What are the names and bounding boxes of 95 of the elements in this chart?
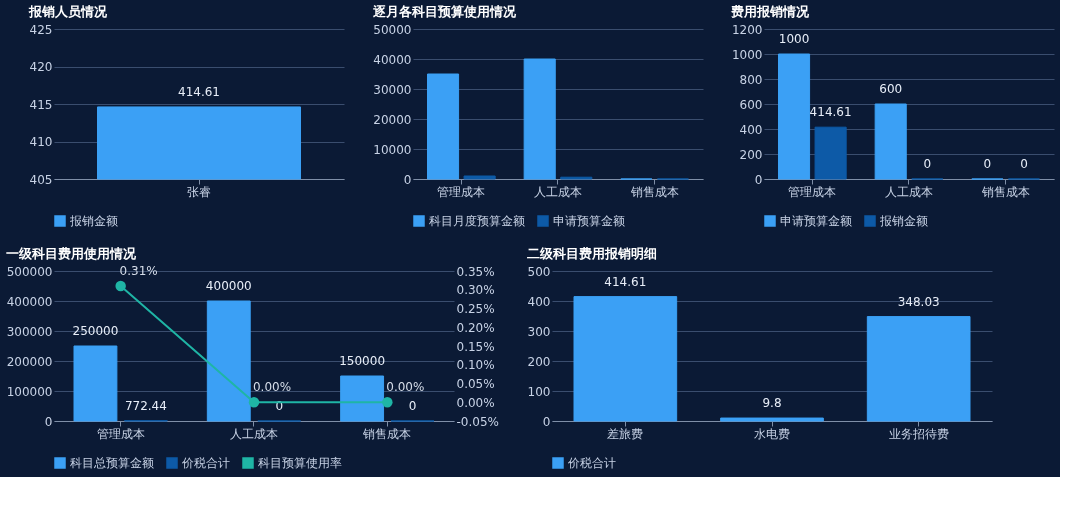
bar [463, 175, 496, 180]
bar [814, 126, 847, 180]
x-tick-label: 人工成本 [885, 184, 933, 199]
x-tick-label: 管理成本 [96, 426, 145, 441]
y-tick-label: 420 [29, 60, 53, 74]
legend-label: 价税合计 [567, 456, 616, 470]
y2-tick-label: 0.10% [456, 358, 495, 373]
y-tick-label: 405 [29, 172, 53, 187]
y-tick-label: 100 [527, 384, 551, 399]
y2-tick-label: 0.05% [456, 377, 495, 391]
y-tick-label: 415 [29, 97, 53, 112]
x-tick-label: 管理成本 [788, 184, 837, 199]
y-tick-label: 500000 [6, 264, 53, 279]
y-tick-label: 20000 [373, 112, 412, 127]
y-tick-label: 40000 [373, 52, 412, 67]
data-label: 772.44 [124, 398, 167, 413]
bar [573, 296, 678, 422]
x-tick-label: 人工成本 [230, 426, 278, 441]
chart-title: 逐月各科目预算使用情况 [371, 4, 517, 19]
chart-title: 二级科目费用报销明细 [527, 246, 658, 261]
y-tick-label: 425 [29, 22, 53, 37]
legend-label: 报销金额 [879, 214, 928, 228]
data-label: 150000 [339, 354, 386, 368]
legend-label: 科目总预算金额 [70, 456, 154, 470]
x-tick-label: 人工成本 [534, 184, 582, 199]
bar [778, 53, 811, 180]
data-label: 414.61 [604, 274, 647, 289]
bar [73, 345, 118, 422]
y-tick-label: 1000 [731, 47, 763, 62]
data-label: 0 [1020, 157, 1028, 171]
x-tick-label: 水电费 [754, 426, 790, 441]
y2-tick-label: 0.15% [456, 339, 495, 354]
y2-tick-label: 0.35% [456, 264, 495, 279]
data-label: 0.00% [386, 380, 425, 395]
x-tick-label: 差旅费 [607, 426, 644, 441]
legend-label: 报销金额 [69, 214, 118, 228]
legend-label: 科目月度预算金额 [429, 214, 525, 228]
x-tick-label: 业务招待费 [888, 426, 949, 441]
y-tick-label: 0 [44, 414, 53, 429]
chart-title: 费用报销情况 [730, 4, 811, 19]
data-label: 0.31% [119, 264, 158, 278]
x-tick-label: 销售成本 [362, 426, 412, 441]
y-tick-label: 100000 [6, 384, 53, 399]
y-tick-label: 800 [739, 72, 763, 87]
legend-label: 申请预算金额 [553, 214, 625, 228]
bar [206, 300, 251, 422]
chart-title: 报销人员情况 [28, 4, 109, 19]
y2-tick-label: 0.00% [456, 395, 495, 410]
y-tick-label: 400000 [6, 294, 53, 309]
y2-tick-label: 0.20% [456, 320, 495, 335]
legend-label: 申请预算金额 [780, 214, 852, 228]
legend-label: 科目预算使用率 [258, 456, 342, 470]
bar [523, 58, 556, 180]
data-label: 414.61 [178, 84, 220, 99]
bar [866, 316, 971, 422]
y-tick-label: 0 [403, 172, 412, 187]
chart-title: 一级科目费用使用情况 [6, 246, 138, 261]
data-label: 600 [879, 82, 903, 96]
legend-label: 价税合计 [181, 456, 230, 470]
y2-tick-label: 0.30% [456, 283, 495, 298]
y-tick-label: 200 [527, 354, 551, 369]
bar [427, 73, 460, 180]
y-tick-label: 400 [527, 294, 551, 309]
y-tick-label: 30000 [373, 82, 412, 97]
y-tick-label: 200 [739, 147, 763, 162]
data-label: 400000 [205, 279, 252, 293]
y-tick-label: 410 [29, 135, 53, 149]
y-tick-label: 400 [739, 122, 763, 137]
y-tick-label: 10000 [373, 142, 412, 157]
x-tick-label: 销售成本 [980, 184, 1030, 199]
y-tick-label: 0 [542, 414, 551, 429]
y-tick-label: 0 [754, 172, 763, 187]
y2-tick-label: -0.05% [456, 414, 499, 429]
y-tick-label: 300000 [6, 324, 53, 339]
data-label: 9.8 [762, 396, 782, 411]
bar [874, 103, 907, 180]
bar [340, 375, 385, 422]
x-tick-label: 管理成本 [437, 184, 486, 199]
data-label: 348.03 [897, 294, 940, 309]
data-label: 250000 [72, 324, 119, 338]
x-tick-label: 张睿 [187, 184, 211, 199]
y-tick-label: 300 [527, 324, 551, 339]
y-tick-label: 600 [739, 97, 763, 112]
y-tick-label: 50000 [373, 22, 412, 37]
y-tick-label: 200000 [6, 354, 53, 369]
x-tick-label: 销售成本 [629, 184, 679, 199]
y2-tick-label: 0.25% [456, 302, 495, 316]
y-tick-label: 500 [527, 264, 551, 279]
bar [720, 417, 824, 422]
data-label: 1000 [778, 32, 810, 46]
data-label: 0.00% [252, 380, 292, 395]
data-label: 0 [983, 157, 992, 171]
data-label: 0 [923, 157, 932, 171]
y-tick-label: 1200 [731, 22, 763, 37]
data-label: 414.61 [809, 105, 852, 120]
